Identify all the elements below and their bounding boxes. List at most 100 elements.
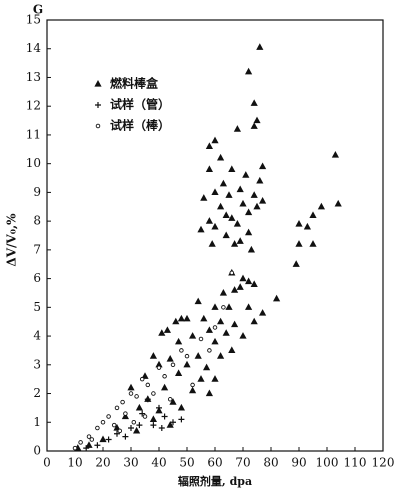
triangle-marker (211, 136, 219, 144)
circle-marker (221, 305, 226, 310)
triangle-marker (250, 280, 258, 287)
triangle-marker (155, 360, 163, 368)
circle-marker (198, 336, 204, 342)
triangle-marker (205, 389, 213, 397)
plus-marker (156, 404, 162, 411)
triangle-marker (211, 303, 219, 310)
circle-marker (167, 397, 173, 402)
circle-marker (120, 399, 125, 405)
triangle-marker (166, 421, 174, 428)
triangle-marker (217, 153, 225, 161)
triangle-marker (166, 355, 174, 362)
circle-marker (212, 325, 218, 330)
triangle-marker (189, 332, 197, 339)
triangle-marker (231, 240, 239, 247)
triangle-marker (259, 162, 267, 170)
triangle-marker (135, 403, 143, 411)
triangle-marker (222, 211, 230, 218)
triangle-marker (228, 346, 236, 354)
triangle-marker (211, 375, 219, 382)
triangle-marker (250, 191, 258, 198)
y-tick-label: 4 (33, 329, 41, 343)
triangle-marker (189, 386, 197, 394)
x-tick-label: 70 (235, 456, 250, 470)
triangle-marker (295, 240, 303, 247)
triangle-marker (253, 116, 261, 124)
triangle-marker (259, 309, 267, 316)
y-tick-label: 1 (33, 415, 41, 429)
triangle-marker (211, 188, 219, 195)
triangle-marker (217, 202, 225, 210)
triangle-marker (233, 125, 241, 132)
circle-marker (134, 394, 139, 399)
triangle-marker (247, 245, 255, 253)
triangle-marker (149, 415, 157, 422)
legend-label: 试样（管） (110, 97, 170, 112)
triangle-marker (225, 303, 233, 310)
plus-marker (150, 422, 157, 429)
triangle-marker (219, 179, 227, 187)
circle-marker (162, 374, 167, 379)
plus-marker (178, 416, 185, 423)
circle-marker (117, 428, 123, 434)
triangle-marker (205, 142, 213, 150)
y-tick-label: 0 (33, 444, 41, 458)
triangle-marker (158, 329, 166, 336)
circle-marker (86, 434, 92, 439)
triangle-marker (194, 297, 202, 305)
plus-marker (139, 410, 146, 417)
triangle-marker (245, 277, 253, 285)
y-tick-label: 7 (33, 242, 41, 256)
triangle-marker (245, 303, 253, 310)
plus-marker (144, 396, 151, 403)
y-tick-label: 12 (26, 99, 41, 113)
triangle-marker (250, 99, 258, 106)
plus-marker (128, 425, 134, 432)
triangle-marker (256, 43, 264, 50)
triangle-marker (225, 191, 233, 198)
circle-marker (78, 440, 83, 445)
triangle-marker (317, 202, 325, 210)
triangle-marker (177, 314, 185, 322)
y-tick-label: 14 (26, 41, 42, 55)
triangle-marker (242, 171, 250, 178)
x-tick-label: 90 (291, 456, 306, 470)
plus-marker (105, 436, 112, 443)
plus-marker (83, 445, 90, 452)
circle-marker (184, 353, 190, 359)
triangle-marker (295, 220, 303, 227)
y-tick-label: 2 (33, 386, 41, 400)
triangle-marker (200, 194, 208, 201)
circle-marker (156, 365, 162, 370)
triangle-marker (183, 314, 191, 322)
circle-marker (229, 270, 235, 276)
triangle-marker (245, 228, 253, 236)
legend-marker (95, 123, 101, 129)
triangle-marker (334, 199, 342, 207)
x-tick-label: 30 (123, 456, 138, 470)
triangle-marker (197, 375, 205, 382)
triangle-marker (236, 283, 244, 290)
plus-marker (122, 433, 129, 440)
triangle-marker (172, 317, 180, 325)
y-tick-label: 10 (26, 156, 41, 170)
x-tick-label: 60 (207, 456, 222, 470)
triangle-marker (177, 403, 185, 411)
triangle-marker (256, 176, 264, 184)
triangle-marker (85, 441, 93, 448)
circle-marker (179, 348, 184, 353)
y-tick-label: 13 (26, 70, 41, 84)
triangle-marker (239, 332, 247, 339)
circle-marker (190, 382, 195, 388)
triangle-marker (231, 286, 239, 293)
triangle-marker (292, 260, 300, 267)
triangle-marker (183, 360, 191, 368)
triangle-marker (205, 326, 213, 333)
triangle-marker (203, 363, 211, 371)
y-tick-label: 11 (26, 127, 41, 141)
triangle-marker (133, 426, 141, 434)
x-tick-label: 20 (95, 456, 110, 470)
triangle-marker (194, 352, 202, 359)
plus-marker (170, 419, 176, 426)
